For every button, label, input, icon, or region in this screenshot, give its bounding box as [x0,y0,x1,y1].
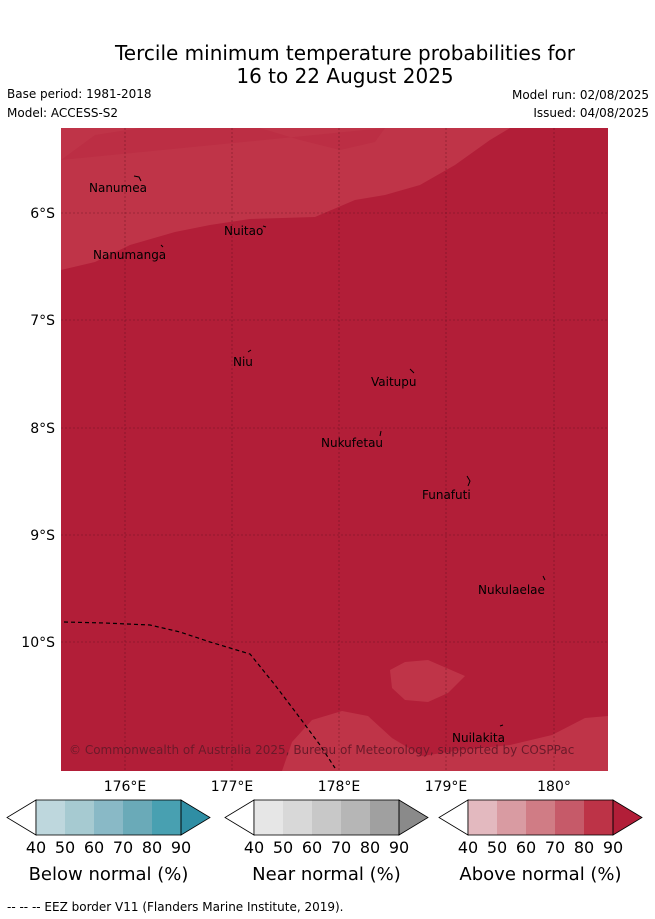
lon-label-180: 180° [537,779,571,795]
eez-border-line [63,621,336,769]
probability-map: Nanumea Nuitao Nanumanga Niu Vaitupu Nukufeta… [61,128,608,771]
colorbar-segment [152,800,181,835]
place-label-nukufetau: Nukufetau [321,436,383,450]
colorbar-segment [312,800,341,835]
colorbar-segment [526,800,555,835]
lat-label-10s: 10°S [21,635,55,651]
place-label-nuilakita: Nuilakita [452,731,505,745]
colorbar-title-above-normal: Above normal (%) [459,864,621,885]
colorbar-tick-label: 90 [603,838,623,857]
lon-label-179e: 179°E [425,779,468,795]
colorbar-segment [341,800,370,835]
lat-label-6s: 6°S [30,206,55,222]
latitude-axis: 6°S 7°S 8°S 9°S 10°S [21,206,55,651]
place-label-niu: Niu [233,355,253,369]
colorbar-outline [467,799,614,836]
colorbar-tick-label: 60 [516,838,536,857]
longitude-axis: 176°E 177°E 178°E 179°E 180° [104,779,571,795]
colorbar-segment [65,800,94,835]
colorbar-title-below-normal: Below normal (%) [29,864,189,885]
map-title-line1: Tercile minimum temperature probabilitie… [114,41,576,65]
above-normal-80-90-region-northwest [61,128,385,160]
colorbar-over-triangle [398,799,429,836]
colorbar-tick-label: 70 [331,838,351,857]
colorbar-segment [468,800,497,835]
colorbar-tick-label: 50 [487,838,507,857]
colorbar-tick-label: 80 [142,838,162,857]
eez-border-footnote: -- -- -- EEZ border V11 (Flanders Marine… [7,900,344,914]
colorbar-legends: 40 50 60 70 80 90 Below normal (%) 40 50 60 70 80 90… [6,799,643,885]
colorbar-tick-label: 70 [545,838,565,857]
colorbar-segment [123,800,152,835]
colorbar-tick-label: 50 [55,838,75,857]
colorbar-under-triangle [6,799,37,836]
lat-label-9s: 9°S [30,528,55,544]
colorbar-tick-label: 70 [113,838,133,857]
colorbar-tick-label: 40 [458,838,478,857]
colorbar-tick-label: 90 [389,838,409,857]
colorbar-segment [94,800,123,835]
place-label-nanumea: Nanumea [89,181,147,195]
colorbar-over-triangle [180,799,211,836]
colorbar-tick-label: 60 [84,838,104,857]
colorbar-tick-label: 50 [273,838,293,857]
colorbar-tick-label: 90 [171,838,191,857]
lon-label-178e: 178°E [318,779,361,795]
copyright-notice: © Commonwealth of Australia 2025, Bureau… [69,743,574,757]
place-label-nanumanga: Nanumanga [93,248,166,262]
place-label-vaitupu: Vaitupu [371,375,417,389]
colorbar-tick-label: 40 [244,838,264,857]
above-normal-70-80-region-north [61,128,510,270]
colorbar-segment [254,800,283,835]
colorbar-segment [283,800,312,835]
colorbar-below-normal: 40 50 60 70 80 90 Below normal (%) [6,799,211,885]
colorbar-outline [35,799,182,836]
colorbar-segment [36,800,65,835]
lat-label-8s: 8°S [30,421,55,437]
lon-label-176e: 176°E [104,779,147,795]
colorbar-tick-label: 80 [360,838,380,857]
colorbar-near-normal: 40 50 60 70 80 90 Near normal (%) [224,799,429,885]
colorbar-segment [555,800,584,835]
colorbar-outline [253,799,400,836]
place-labels: Nanumea Nuitao Nanumanga Niu Vaitupu Nukufeta… [89,181,545,745]
colorbar-title-near-normal: Near normal (%) [252,864,401,885]
colorbar-tick-label: 60 [302,838,322,857]
lat-label-7s: 7°S [30,313,55,329]
issued-date: Issued: 04/08/2025 [533,106,649,120]
base-period: Base period: 1981-2018 [7,87,152,101]
map-title-line2: 16 to 22 August 2025 [236,64,454,88]
place-label-nukulaelae: Nukulaelae [478,583,545,597]
colorbar-segment [370,800,399,835]
island-coastlines [133,175,546,727]
colorbar-tick-label: 80 [574,838,594,857]
model-run-date: Model run: 02/08/2025 [511,88,649,102]
above-normal-70-80-region-patch [390,660,465,702]
model-name: Model: ACCESS-S2 [7,106,119,120]
colorbar-under-triangle [438,799,469,836]
above-normal-70-80-region-southeast [282,711,608,771]
colorbar-segment [497,800,526,835]
lon-label-177e: 177°E [211,779,254,795]
colorbar-under-triangle [224,799,255,836]
place-label-nuitao: Nuitao [224,224,263,238]
colorbar-above-normal: 40 50 60 70 80 90 Above normal (%) [438,799,643,885]
colorbar-over-triangle [612,799,643,836]
colorbar-segment [584,800,613,835]
graticule [61,128,608,771]
place-label-funafuti: Funafuti [422,488,471,502]
colorbar-tick-label: 40 [26,838,46,857]
